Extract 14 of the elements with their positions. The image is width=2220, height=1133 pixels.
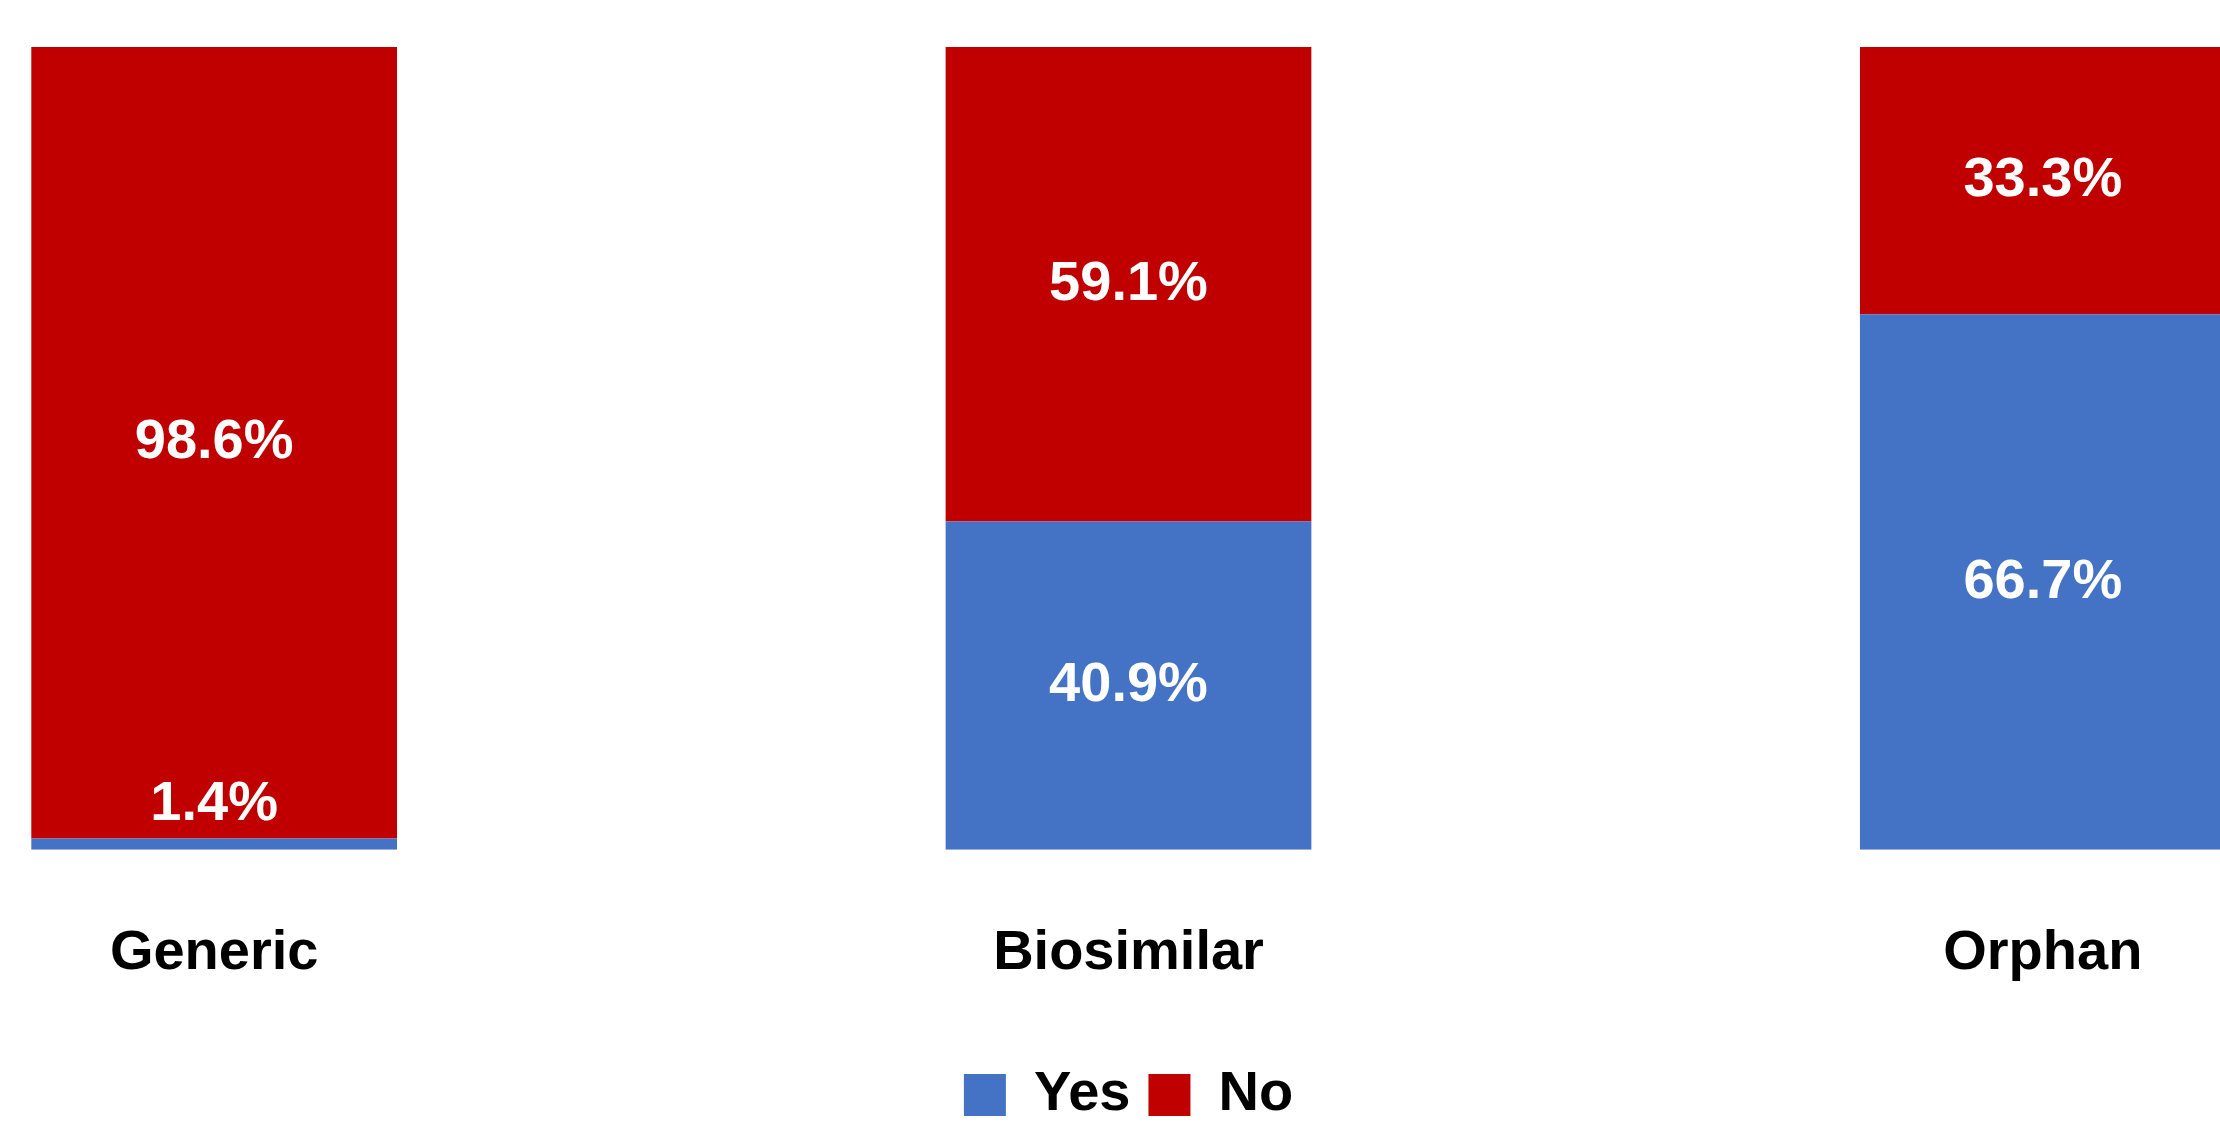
data-label: 59.1%	[1049, 248, 1208, 312]
bar	[945, 521, 1312, 850]
data-label: 66.7%	[1963, 546, 2123, 610]
data-label: 33.3%	[1963, 145, 2123, 209]
x-tick-label: Biosimilar	[993, 917, 1264, 981]
data-label: 98.6%	[134, 407, 294, 471]
data-label: 1.4%	[150, 769, 278, 832]
x-tick-label: Orphan	[1943, 917, 2143, 981]
bar	[31, 47, 398, 839]
legend-label: Yes	[1033, 1059, 1131, 1123]
x-tick-label: Generic	[109, 917, 319, 981]
bar	[945, 47, 1312, 522]
legend-label: No	[1218, 1059, 1294, 1123]
data-label: 40.9%	[1049, 650, 1208, 714]
